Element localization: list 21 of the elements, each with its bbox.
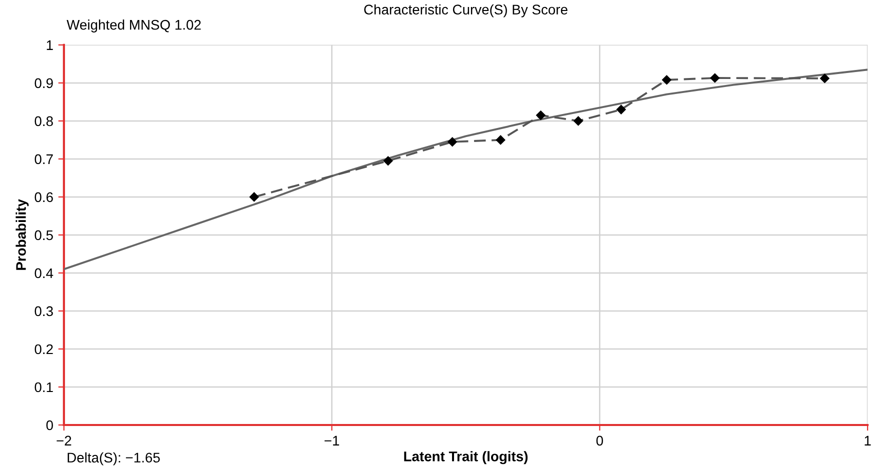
line-series <box>64 68 868 270</box>
y-tick-label: 0.8 <box>34 116 53 126</box>
x-tick-label: 0 <box>596 436 604 446</box>
y-tick-label: 0.7 <box>34 154 53 164</box>
text: Weighted MNSQ 1.02 <box>66 20 201 32</box>
y-tick-label: 0.5 <box>34 230 53 240</box>
x-tick-label: −1 <box>324 436 340 446</box>
text: Delta(S): −1.65 <box>68 452 160 466</box>
y-tick-label: 0.4 <box>34 268 54 278</box>
y-tick-label: 0.1 <box>34 382 53 392</box>
x-tick-label: −2 <box>56 436 72 446</box>
chart-title: Characteristic Curve(S) By Score <box>364 4 568 18</box>
x-axis-title: Latent Trait (logits) <box>404 451 528 464</box>
x-tick-label: 1 <box>864 436 871 446</box>
y-tick-label: 0.2 <box>34 344 53 354</box>
y-tick-label: 0 <box>46 420 53 430</box>
y-tick-label: 1 <box>46 40 53 50</box>
y-tick-label: 0.9 <box>34 78 53 88</box>
y-axis-title: Probability <box>16 199 29 270</box>
y-tick-label: 0.6 <box>34 192 53 202</box>
y-tick-label: 0.3 <box>34 306 53 316</box>
